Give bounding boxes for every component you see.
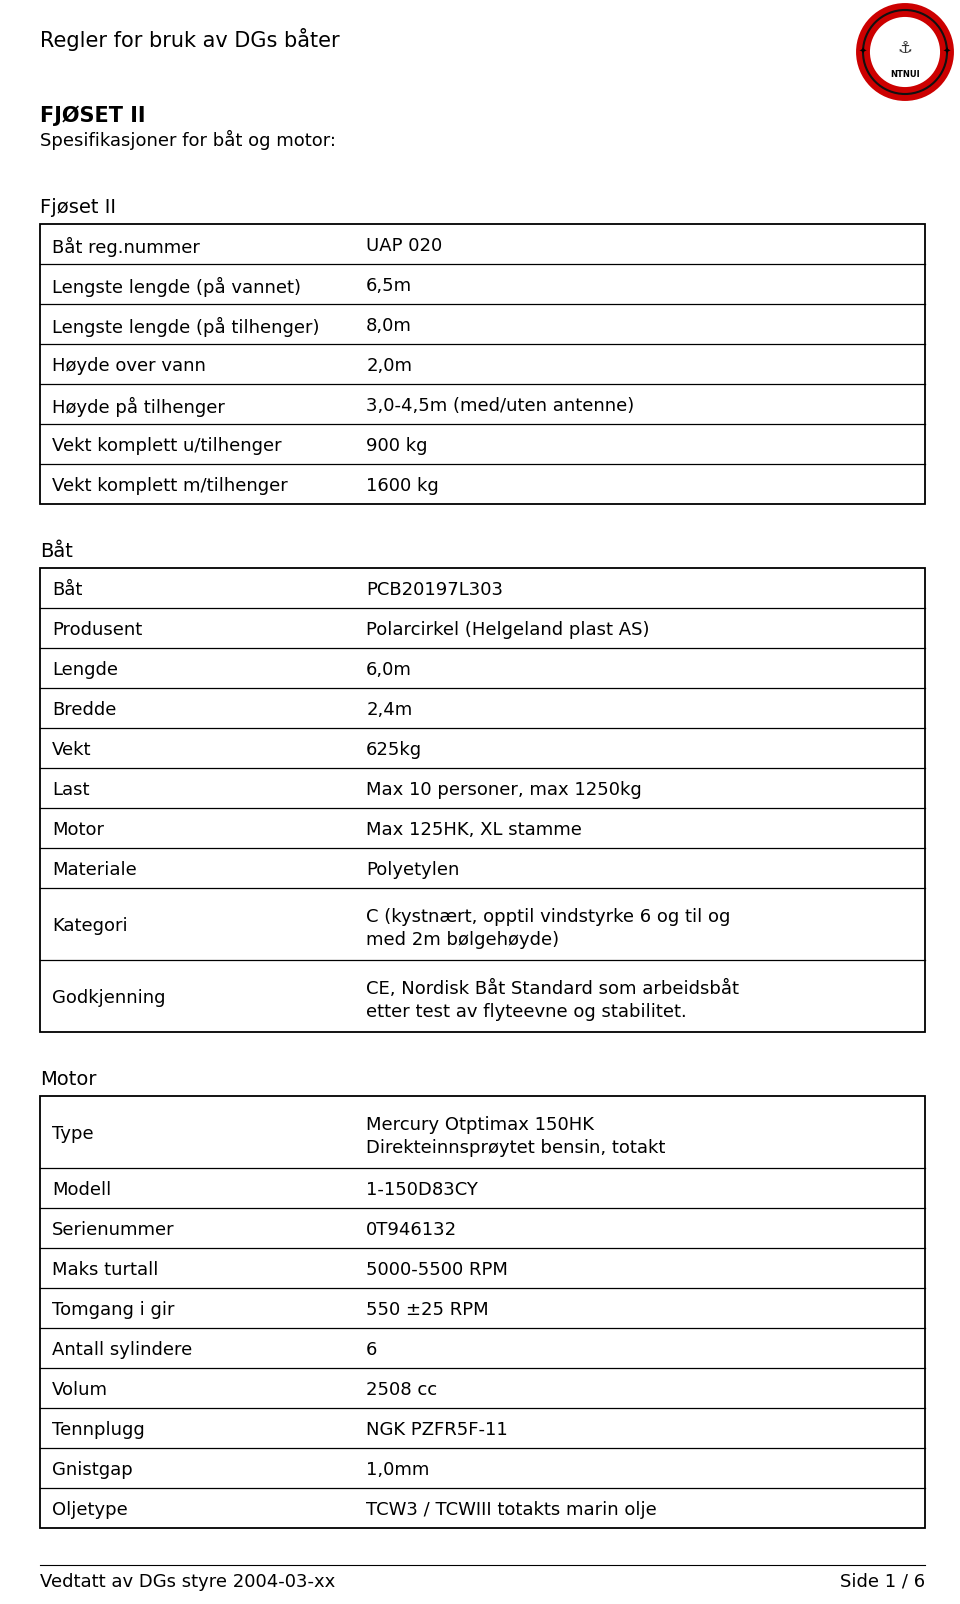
Text: Polarcirkel (Helgeland plast AS): Polarcirkel (Helgeland plast AS) — [366, 621, 650, 638]
Text: 6,5m: 6,5m — [366, 277, 412, 295]
Text: ✦: ✦ — [859, 47, 867, 58]
Text: PCB20197L303: PCB20197L303 — [366, 581, 503, 598]
Bar — [40, 1096, 925, 1529]
Text: Motor: Motor — [40, 1070, 97, 1089]
Text: Båt reg.nummer: Båt reg.nummer — [52, 237, 200, 257]
Bar — [40, 568, 925, 1031]
Text: Spesifikasjoner for båt og motor:: Spesifikasjoner for båt og motor: — [40, 130, 336, 151]
Text: Regler for bruk av DGs båter: Regler for bruk av DGs båter — [40, 27, 340, 51]
Text: NTNUI: NTNUI — [890, 71, 920, 79]
Text: TCW3 / TCWIII totakts marin olje: TCW3 / TCWIII totakts marin olje — [366, 1501, 657, 1519]
Text: Produsent: Produsent — [52, 621, 142, 638]
Text: 625kg: 625kg — [366, 741, 422, 759]
Text: ⚓: ⚓ — [898, 38, 912, 58]
Text: Vekt komplett m/tilhenger: Vekt komplett m/tilhenger — [52, 476, 288, 496]
Text: Materiale: Materiale — [52, 861, 136, 879]
Text: FJØSET II: FJØSET II — [40, 104, 146, 125]
Text: Side 1 / 6: Side 1 / 6 — [840, 1574, 925, 1591]
Text: Båt: Båt — [52, 581, 83, 598]
Text: Kategori: Kategori — [52, 917, 128, 935]
Text: C (kystnært, opptil vindstyrke 6 og til og
med 2m bølgehøyde): C (kystnært, opptil vindstyrke 6 og til … — [366, 908, 731, 950]
Text: Lengste lengde (på tilhenger): Lengste lengde (på tilhenger) — [52, 318, 320, 337]
Text: Lengste lengde (på vannet): Lengste lengde (på vannet) — [52, 277, 301, 297]
Text: Last: Last — [52, 781, 89, 799]
Text: Vedtatt av DGs styre 2004-03-xx: Vedtatt av DGs styre 2004-03-xx — [40, 1574, 335, 1591]
Text: Motor: Motor — [52, 821, 104, 839]
Text: CE, Nordisk Båt Standard som arbeidsbåt
etter test av flyteevne og stabilitet.: CE, Nordisk Båt Standard som arbeidsbåt … — [366, 980, 739, 1022]
Text: Antall sylindere: Antall sylindere — [52, 1341, 192, 1359]
Text: Maks turtall: Maks turtall — [52, 1261, 158, 1278]
Text: 8,0m: 8,0m — [366, 318, 412, 335]
Text: 2,0m: 2,0m — [366, 358, 412, 375]
Text: Vekt: Vekt — [52, 741, 91, 759]
Text: Mercury Otptimax 150HK
Direkteinnsprøytet bensin, totakt: Mercury Otptimax 150HK Direkteinnsprøyte… — [366, 1116, 665, 1158]
Text: Max 10 personer, max 1250kg: Max 10 personer, max 1250kg — [366, 781, 642, 799]
Text: Gnistgap: Gnistgap — [52, 1461, 132, 1479]
Text: Type: Type — [52, 1124, 94, 1144]
Text: 5000-5500 RPM: 5000-5500 RPM — [366, 1261, 508, 1278]
Bar — [40, 225, 925, 504]
Text: Modell: Modell — [52, 1181, 111, 1198]
Circle shape — [873, 19, 937, 83]
Text: Høyde på tilhenger: Høyde på tilhenger — [52, 396, 225, 417]
Text: UAP 020: UAP 020 — [366, 237, 443, 255]
Text: 2508 cc: 2508 cc — [366, 1381, 438, 1399]
Text: 550 ±25 RPM: 550 ±25 RPM — [366, 1301, 489, 1318]
Text: ✦: ✦ — [943, 47, 951, 58]
Text: Høyde over vann: Høyde over vann — [52, 358, 205, 375]
Text: 0T946132: 0T946132 — [366, 1221, 457, 1238]
Text: Tennplugg: Tennplugg — [52, 1421, 145, 1439]
Text: Godkjenning: Godkjenning — [52, 990, 165, 1007]
Text: 900 kg: 900 kg — [366, 436, 427, 456]
Text: Fjøset II: Fjøset II — [40, 197, 116, 217]
Text: 3,0-4,5m (med/uten antenne): 3,0-4,5m (med/uten antenne) — [366, 396, 635, 415]
Text: Båt: Båt — [40, 542, 73, 561]
Text: Tomgang i gir: Tomgang i gir — [52, 1301, 175, 1318]
Text: 1-150D83CY: 1-150D83CY — [366, 1181, 478, 1198]
Text: 6,0m: 6,0m — [366, 661, 412, 678]
Text: Polyetylen: Polyetylen — [366, 861, 460, 879]
Text: NGK PZFR5F-11: NGK PZFR5F-11 — [366, 1421, 508, 1439]
Text: Bredde: Bredde — [52, 701, 116, 719]
Text: Volum: Volum — [52, 1381, 108, 1399]
Text: Oljetype: Oljetype — [52, 1501, 128, 1519]
Text: 1600 kg: 1600 kg — [366, 476, 439, 496]
Text: Vekt komplett u/tilhenger: Vekt komplett u/tilhenger — [52, 436, 281, 456]
Circle shape — [863, 10, 947, 95]
Text: 6: 6 — [366, 1341, 377, 1359]
Text: 2,4m: 2,4m — [366, 701, 413, 719]
Text: Max 125HK, XL stamme: Max 125HK, XL stamme — [366, 821, 582, 839]
Text: Lengde: Lengde — [52, 661, 118, 678]
Text: 1,0mm: 1,0mm — [366, 1461, 429, 1479]
Text: Serienummer: Serienummer — [52, 1221, 175, 1238]
